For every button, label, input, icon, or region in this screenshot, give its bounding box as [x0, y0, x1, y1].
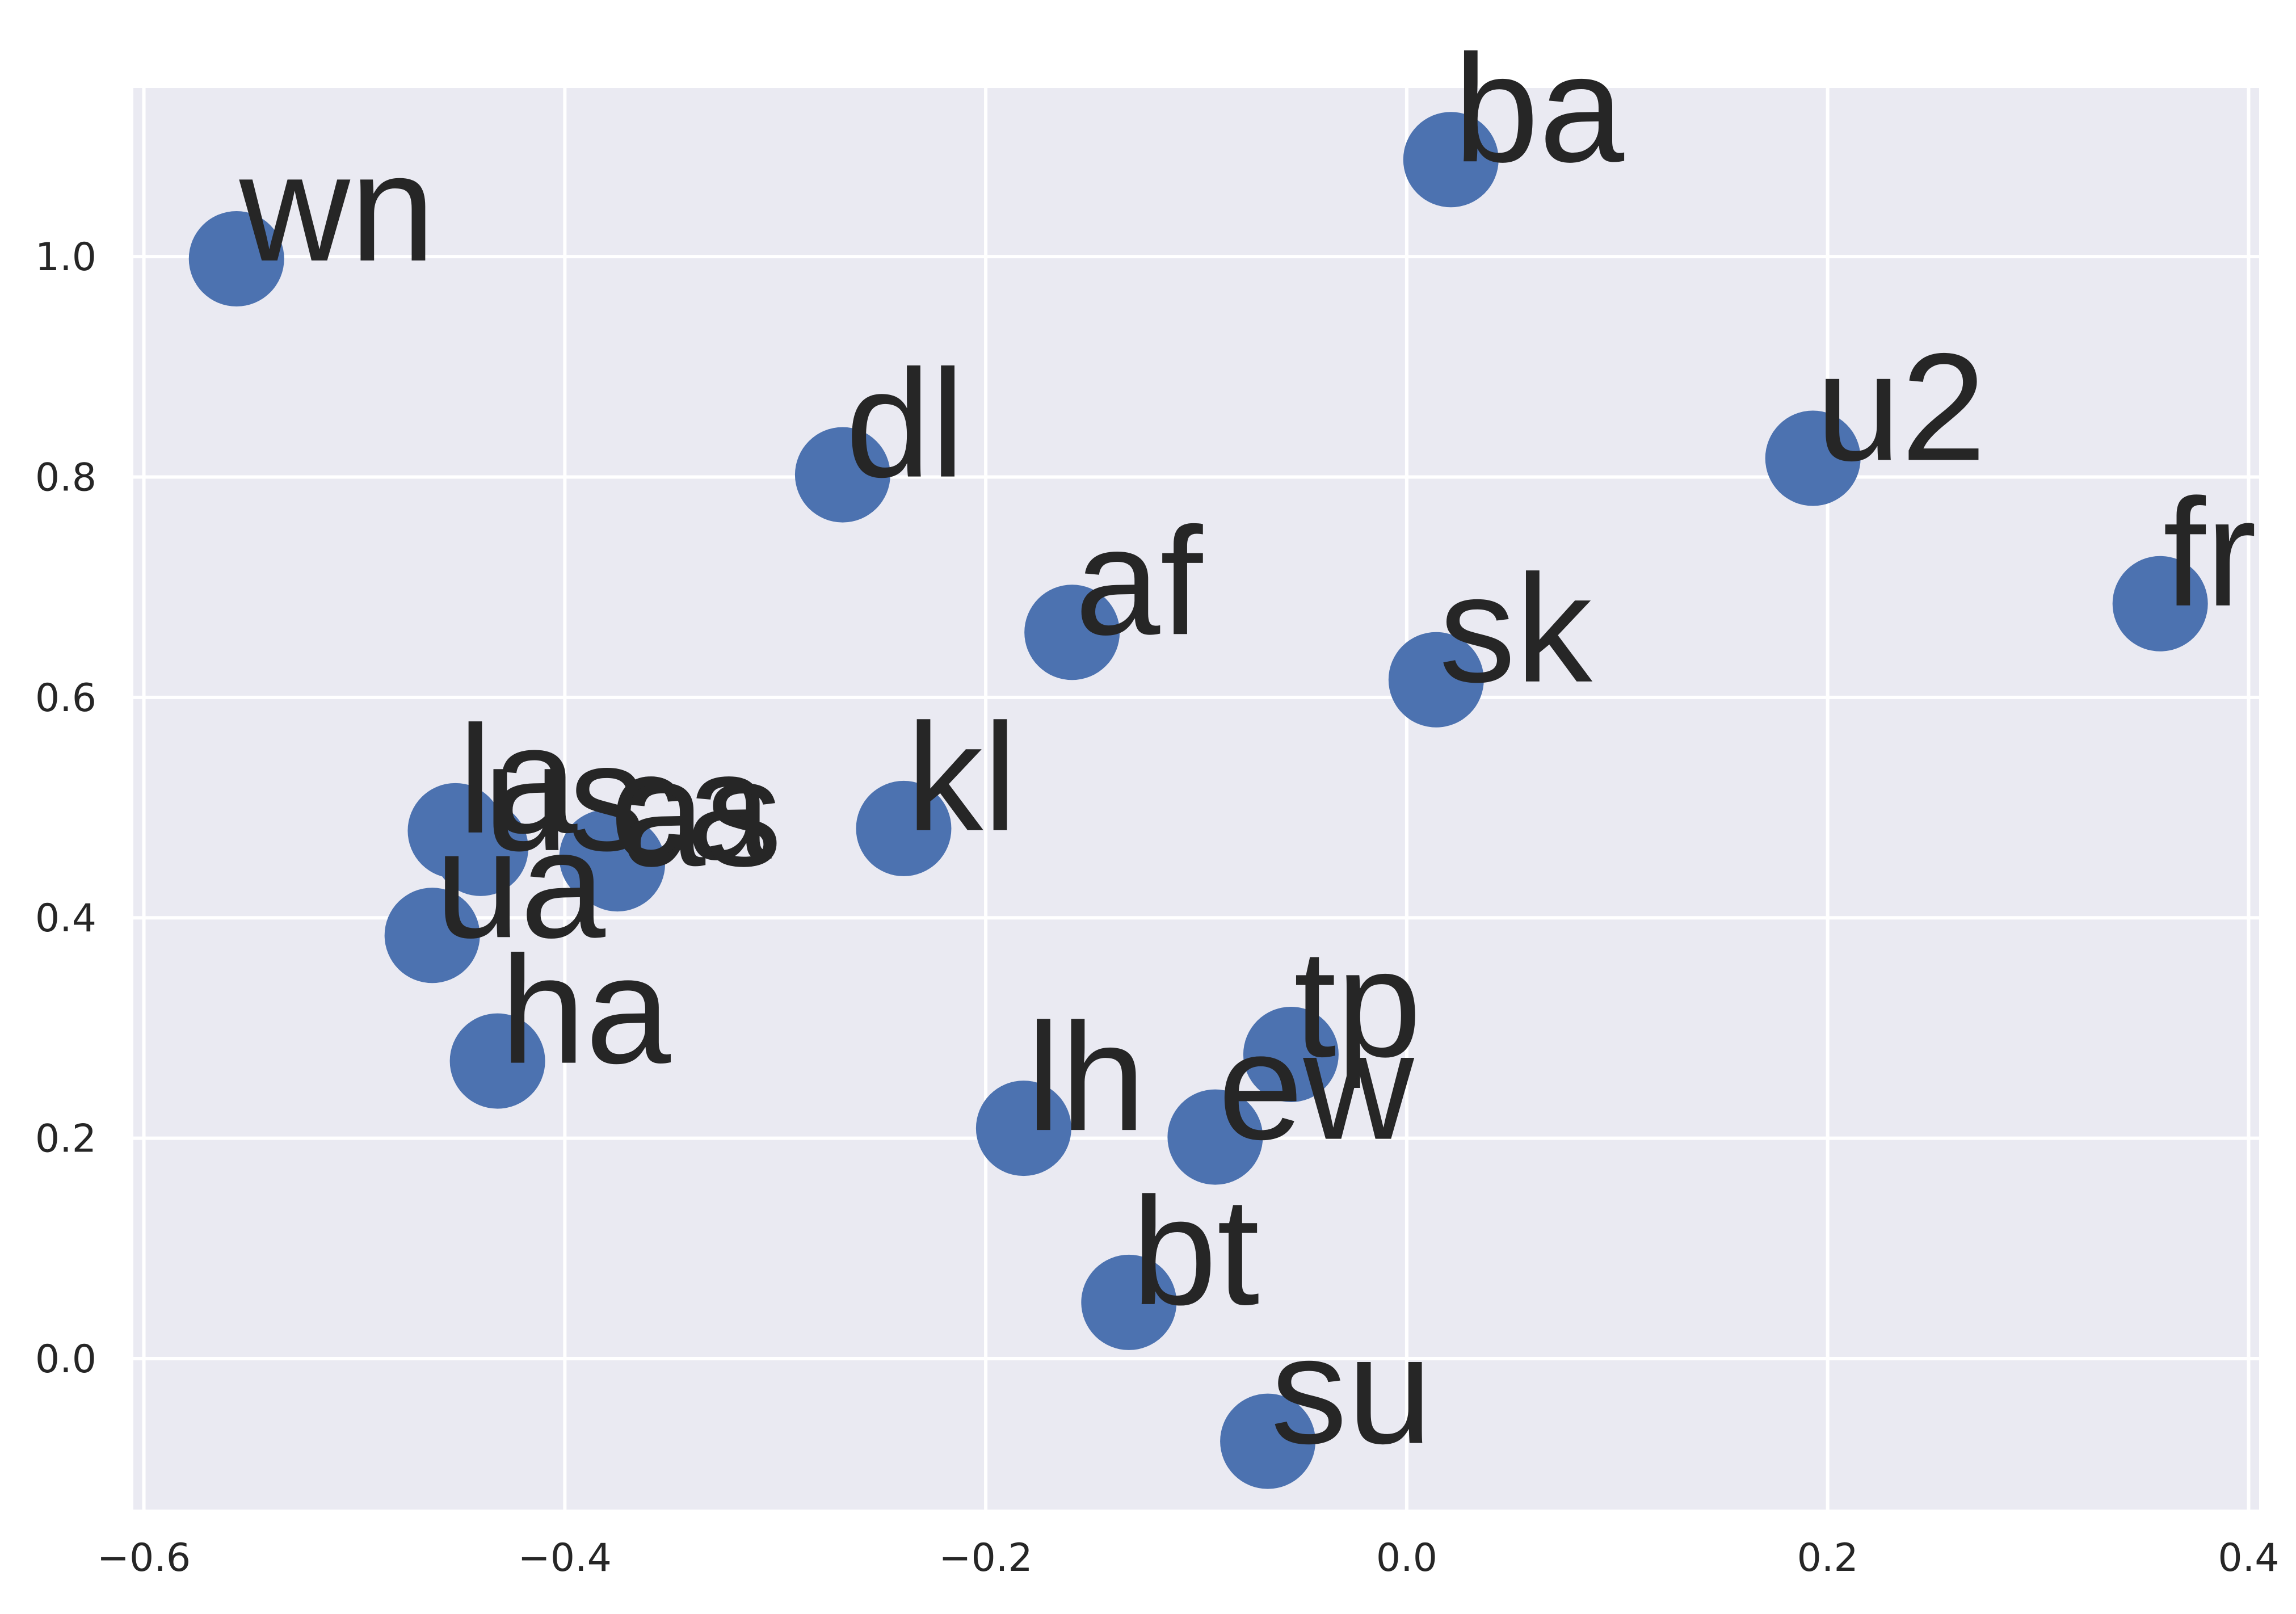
scatter-point	[432, 800, 528, 896]
point-label: wn	[237, 123, 435, 293]
scatter-point	[449, 1013, 545, 1109]
point-label: sk	[1439, 544, 1595, 714]
scatter-point	[188, 211, 284, 306]
scatter-points	[188, 112, 2208, 1489]
point-label: dl	[846, 339, 965, 510]
point-label: ua	[435, 799, 607, 970]
x-tick-label: −0.2	[939, 1536, 1033, 1581]
scatter-point	[1388, 632, 1484, 728]
x-axis-tick-labels: −0.6 −0.4 −0.2 0.0 0.2 0.4	[97, 1536, 2280, 1581]
scatter-point	[1765, 410, 1861, 506]
y-tick-label: 0.6	[35, 676, 96, 721]
scatter-point	[384, 888, 480, 983]
x-tick-label: 0.2	[1797, 1536, 1858, 1581]
point-label: fr	[2163, 468, 2257, 638]
point-label: as	[620, 728, 782, 898]
scatter-point	[1167, 1089, 1263, 1185]
y-tick-label: 0.4	[35, 896, 96, 941]
scatter-point	[1220, 1393, 1316, 1489]
point-label: ba	[1454, 23, 1625, 194]
scatter-point	[1024, 585, 1120, 680]
x-tick-label: 0.0	[1376, 1536, 1437, 1581]
point-label: af	[1075, 496, 1203, 667]
scatter-point	[1403, 112, 1499, 208]
scatter-point	[1243, 1007, 1339, 1103]
scatter-point	[1081, 1254, 1177, 1350]
point-label: us	[483, 712, 645, 883]
y-tick-label: 0.8	[35, 455, 96, 500]
scatter-point	[2112, 556, 2208, 652]
x-tick-label: −0.6	[97, 1536, 191, 1581]
point-label: ha	[501, 925, 672, 1096]
point-label: su	[1271, 1305, 1432, 1476]
point-label: la	[458, 695, 578, 865]
scatter-point	[794, 427, 890, 523]
scatter-point	[975, 1081, 1071, 1176]
point-label: lh	[1027, 992, 1146, 1163]
x-tick-label: 0.4	[2218, 1536, 2279, 1581]
y-tick-label: 0.0	[35, 1337, 96, 1382]
scatter-point	[570, 816, 666, 912]
y-tick-label: 1.0	[35, 235, 96, 280]
scatter-point	[856, 780, 952, 876]
point-label: u2	[1816, 322, 1986, 493]
y-axis-tick-labels: 0.0 0.2 0.4 0.6 0.8 1.0	[35, 235, 96, 1382]
x-tick-label: −0.4	[518, 1536, 612, 1581]
point-label: ew	[1218, 1001, 1415, 1172]
point-label: tp	[1294, 918, 1422, 1090]
point-label: kl	[906, 692, 1017, 863]
y-tick-label: 0.2	[35, 1117, 96, 1162]
point-label: ca	[610, 721, 773, 892]
point-label: bt	[1132, 1166, 1260, 1337]
